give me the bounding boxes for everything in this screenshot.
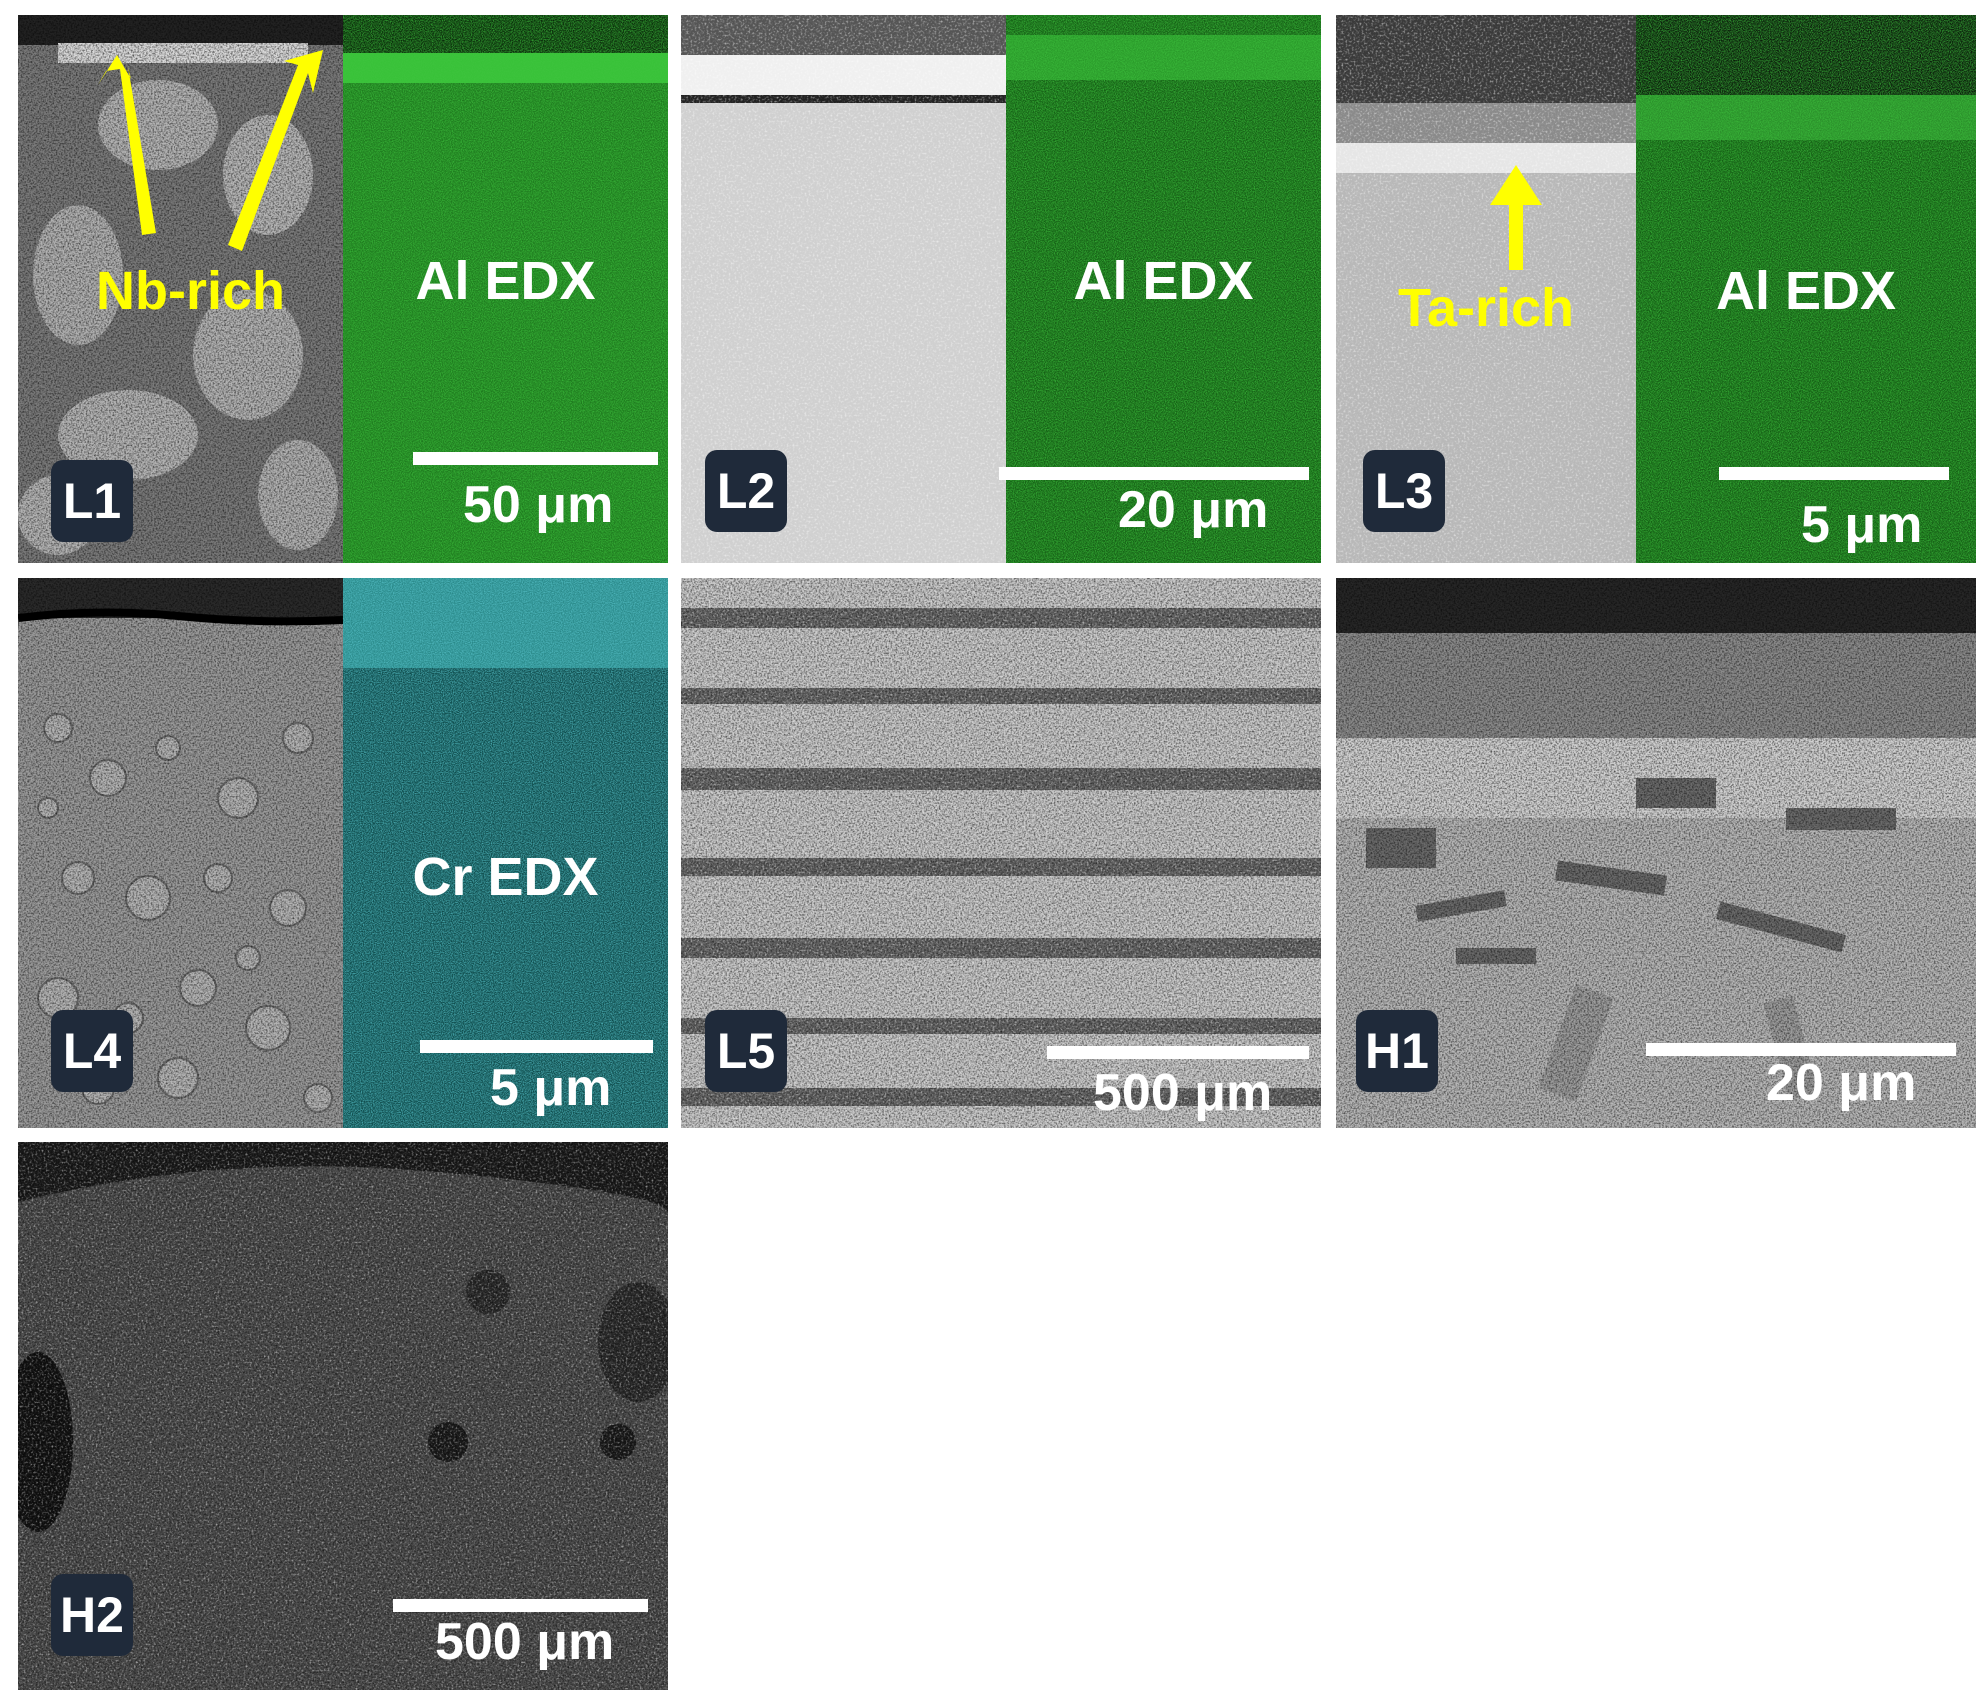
- panel-label-h1: H1: [1356, 1010, 1438, 1092]
- edx-label-al: Al EDX: [1073, 251, 1254, 311]
- scale-label: 50 μm: [463, 476, 614, 534]
- sem-image-h1: [1336, 578, 1976, 1128]
- edx-label-al: Al EDX: [1715, 261, 1897, 321]
- sem-image-l5: [681, 578, 1321, 1128]
- sem-image-l4: [18, 578, 668, 1128]
- scale-label: 20 μm: [1766, 1054, 1917, 1112]
- panel-label-l5: L5: [705, 1010, 787, 1092]
- scale-label: 5 μm: [1801, 496, 1923, 554]
- panel-h1: 20 μm H1: [1336, 578, 1976, 1128]
- scale-bar: [1646, 1043, 1956, 1056]
- scale-label: 500 μm: [1093, 1064, 1273, 1122]
- edx-label-cr: Cr EDX: [412, 847, 599, 907]
- scale-bar: [1719, 467, 1949, 480]
- scale-bar: [393, 1599, 648, 1612]
- panel-label-l4: L4: [51, 1010, 133, 1092]
- edx-label-al: Al EDX: [415, 251, 596, 311]
- scale-bar: [1047, 1046, 1309, 1059]
- scale-label: 5 μm: [490, 1059, 612, 1117]
- panel-label-l1: L1: [51, 460, 133, 542]
- annotation-nb-rich: Nb-rich: [96, 261, 285, 321]
- scale-bar: [420, 1040, 653, 1053]
- scale-bar: [999, 467, 1309, 480]
- panel-l3: Ta-rich Al EDX 5 μm L3: [1336, 15, 1976, 563]
- panel-l2: Al EDX 20 μm L2: [681, 15, 1321, 563]
- panel-l5: 500 μm L5: [681, 578, 1321, 1128]
- panel-h2: 500 μm H2: [18, 1142, 668, 1690]
- scale-label: 20 μm: [1118, 481, 1269, 539]
- panel-label-h2: H2: [51, 1574, 133, 1656]
- panel-l4: Cr EDX 5 μm L4: [18, 578, 668, 1128]
- panel-label-l3: L3: [1363, 450, 1445, 532]
- annotation-ta-rich: Ta-rich: [1398, 278, 1575, 338]
- panel-label-l2: L2: [705, 450, 787, 532]
- scale-bar: [413, 452, 658, 465]
- panel-l1: Nb-rich Al EDX 50 μm L1: [18, 15, 668, 563]
- scale-label: 500 μm: [435, 1613, 615, 1671]
